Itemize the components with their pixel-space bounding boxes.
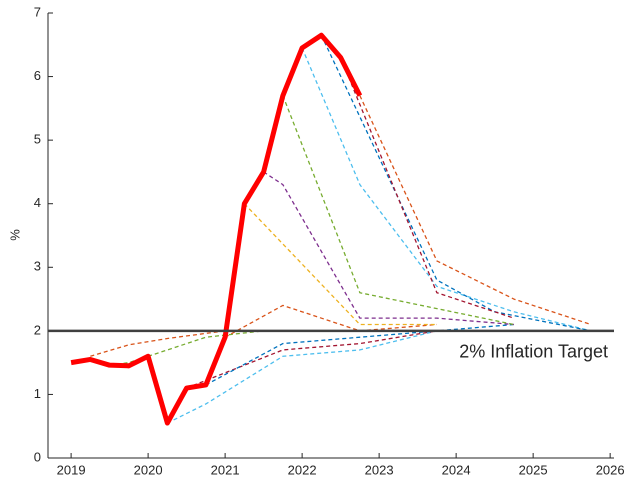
series-line	[340, 57, 515, 319]
series-line	[282, 95, 515, 326]
series-line	[359, 95, 592, 326]
target-label: 2% Inflation Target	[459, 342, 608, 362]
series-line	[263, 171, 514, 326]
x-tick-label: 2024	[442, 462, 471, 477]
series-line	[243, 203, 437, 326]
series-line	[186, 330, 437, 389]
y-axis-label: %	[7, 229, 22, 241]
series-line	[90, 330, 303, 357]
y-tick-label: 3	[34, 259, 41, 274]
series-line	[320, 34, 592, 332]
y-tick-label: 1	[34, 386, 41, 401]
x-tick-label: 2021	[211, 462, 240, 477]
x-tick-label: 2020	[134, 462, 163, 477]
y-tick-label: 6	[34, 68, 41, 83]
series-line	[147, 330, 264, 357]
y-tick-label: 7	[34, 4, 41, 19]
y-tick-label: 5	[34, 132, 41, 147]
series-line	[70, 32, 363, 426]
y-tick-label: 2	[34, 322, 41, 337]
series-line	[224, 304, 437, 338]
x-tick-label: 2019	[57, 462, 86, 477]
series-line	[167, 330, 438, 424]
x-tick-label: 2026	[596, 462, 625, 477]
x-tick-label: 2023	[365, 462, 394, 477]
y-tick-label: 4	[34, 195, 41, 210]
x-tick-label: 2022	[288, 462, 317, 477]
series-line	[301, 47, 592, 332]
series-line	[205, 323, 514, 386]
y-tick-label: 0	[34, 449, 41, 464]
x-tick-label: 2025	[519, 462, 548, 477]
